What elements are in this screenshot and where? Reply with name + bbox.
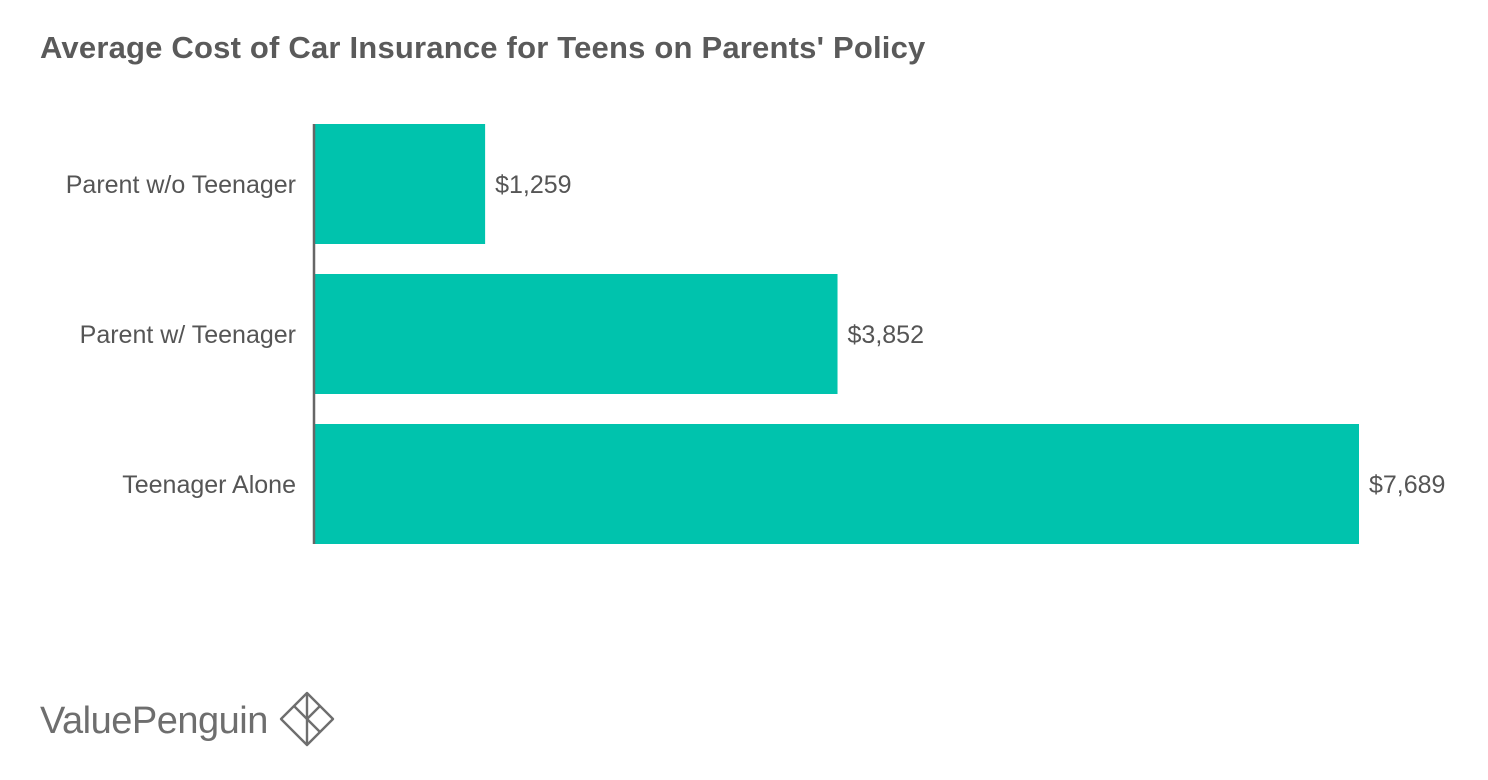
bar-2	[314, 274, 838, 394]
brand-name: ValuePenguin	[40, 699, 268, 742]
brand-logo: ValuePenguin	[40, 690, 338, 752]
category-label-2: Parent w/ Teenager	[80, 321, 296, 349]
bar-1	[314, 124, 486, 244]
category-label-1: Parent w/o Teenager	[66, 171, 296, 199]
bars-layer	[314, 124, 1359, 544]
valuepenguin-diamond-icon	[279, 691, 335, 747]
chart-title: Average Cost of Car Insurance for Teens …	[40, 30, 926, 65]
bar-chart: Parent w/o Teenager $1,259 Parent w/ Teena…	[66, 124, 1446, 544]
bar-3	[314, 424, 1359, 544]
value-label-1: $1,259	[495, 171, 571, 199]
value-label-2: $3,852	[848, 321, 924, 349]
category-label-3: Teenager Alone	[122, 471, 296, 499]
labels-layer: Parent w/o Teenager $1,259 Parent w/ Teena…	[66, 171, 1446, 499]
value-label-3: $7,689	[1369, 471, 1445, 499]
